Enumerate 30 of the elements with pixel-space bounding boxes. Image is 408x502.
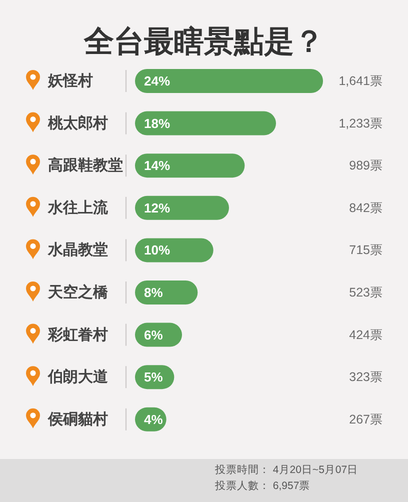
data-label: 10% xyxy=(144,242,170,258)
chart-title: 全台最瞎景點是？ xyxy=(83,24,324,58)
text: 323票 xyxy=(349,370,383,384)
y-tick-label: 妖怪村 xyxy=(47,72,93,90)
data-label: 12% xyxy=(144,200,170,216)
y-tick-label: 伯朗大道 xyxy=(47,368,109,386)
text: 715票 xyxy=(349,243,383,258)
y-tick-label: 桃太郎村 xyxy=(47,114,108,132)
text: 1,233票 xyxy=(338,116,383,130)
data-label: 18% xyxy=(144,116,170,131)
text: 842票 xyxy=(349,200,383,215)
text: 989票 xyxy=(349,158,383,173)
text: 523票 xyxy=(349,286,383,300)
data-label: 14% xyxy=(144,158,170,174)
text: 投票人數： 6,957票 xyxy=(214,480,310,492)
data-label: 4% xyxy=(144,412,164,427)
y-tick-label: 侯硐貓村 xyxy=(47,410,108,428)
y-tick-label: 彩虹眷村 xyxy=(47,326,108,344)
y-tick-label: 水往上流 xyxy=(47,198,109,216)
y-tick-label: 高跟鞋教堂 xyxy=(48,156,123,174)
text: 267票 xyxy=(349,412,383,426)
y-tick-label: 水晶教堂 xyxy=(47,242,108,259)
data-label: 5% xyxy=(144,370,164,385)
text: 1,641票 xyxy=(338,74,383,88)
text: 424票 xyxy=(349,328,383,342)
data-label: 24% xyxy=(144,74,170,88)
text: 投票時間： 4月20日~5月07日 xyxy=(214,463,358,476)
data-label: 8% xyxy=(144,285,164,300)
data-label: 6% xyxy=(144,327,164,342)
y-tick-label: 天空之橋 xyxy=(47,283,109,301)
